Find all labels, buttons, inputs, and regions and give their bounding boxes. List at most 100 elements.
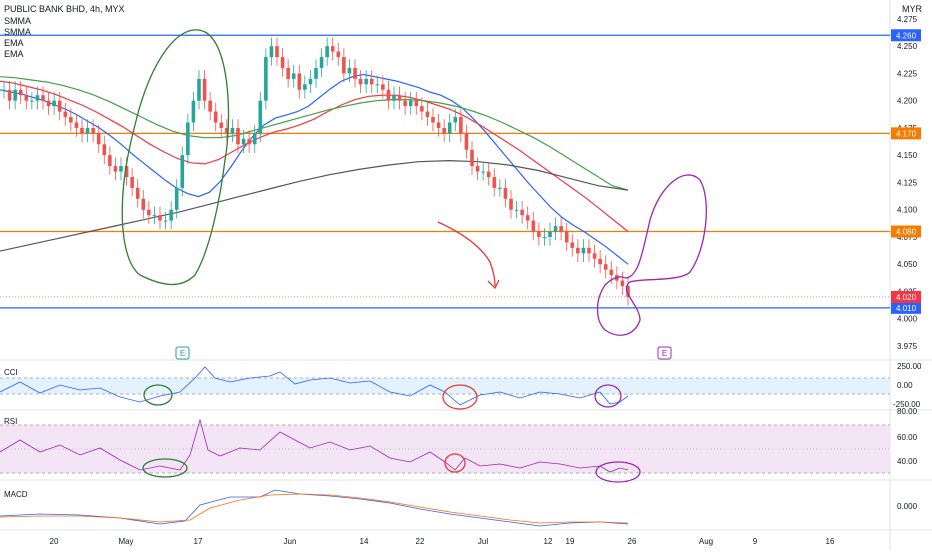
candle-body bbox=[91, 127, 95, 134]
cci-purple-circle bbox=[594, 384, 622, 408]
candle-body bbox=[542, 236, 547, 238]
candle-body bbox=[325, 46, 329, 58]
time-tick: Aug bbox=[699, 537, 713, 546]
level-tag-bg bbox=[891, 301, 921, 314]
candle-body bbox=[570, 242, 575, 248]
event-markers[interactable]: E E bbox=[175, 346, 672, 360]
candle-body bbox=[46, 100, 51, 107]
rsi-label: RSI bbox=[4, 417, 17, 426]
candle-body bbox=[163, 220, 168, 222]
annotations bbox=[121, 29, 707, 336]
time-tick: 22 bbox=[416, 537, 425, 546]
candle-body bbox=[57, 100, 62, 112]
purple-loop-annotation bbox=[596, 174, 707, 336]
candle-body bbox=[158, 215, 162, 221]
candle-body bbox=[475, 166, 480, 172]
candle-body bbox=[152, 215, 157, 217]
price-tick: 4.250 bbox=[897, 42, 918, 51]
rsi-tick-40: 40.00 bbox=[897, 457, 918, 466]
candle-body bbox=[431, 117, 435, 123]
rsi-purple-circle bbox=[595, 461, 641, 483]
candle-body bbox=[459, 117, 463, 134]
indicator-label-4[interactable]: EMA bbox=[4, 49, 24, 59]
price-tick: 4.150 bbox=[897, 151, 918, 160]
price-tick: 4.225 bbox=[897, 69, 918, 78]
candle-body bbox=[102, 144, 107, 156]
candle-body bbox=[559, 226, 563, 232]
ma-line-4 bbox=[0, 159, 629, 252]
candle-body bbox=[169, 209, 173, 221]
candle-body bbox=[425, 111, 430, 118]
candle-body bbox=[291, 73, 296, 79]
candle-body bbox=[587, 247, 591, 254]
macd-line bbox=[0, 489, 629, 527]
candle-body bbox=[598, 258, 602, 265]
time-tick: Jul bbox=[478, 537, 488, 546]
candle-body bbox=[297, 73, 302, 90]
candle-body bbox=[403, 100, 407, 107]
candle-body bbox=[236, 127, 240, 145]
rsi-tick-80: 80.00 bbox=[897, 407, 918, 416]
rsi-line bbox=[0, 418, 629, 473]
candlestick-series bbox=[2, 37, 630, 306]
candle-body bbox=[174, 187, 179, 210]
cci-line bbox=[0, 366, 629, 406]
currency-label: MYR bbox=[902, 4, 922, 14]
candle-body bbox=[80, 127, 84, 134]
candle-body bbox=[609, 269, 614, 276]
candle-body bbox=[69, 117, 73, 123]
level-tag-bg bbox=[891, 225, 921, 238]
horizontal-levels bbox=[0, 34, 890, 309]
candle-body bbox=[186, 122, 190, 156]
time-tick: 16 bbox=[826, 537, 835, 546]
candle-body bbox=[436, 122, 441, 128]
ma-line-2 bbox=[0, 80, 629, 232]
candle-body bbox=[280, 57, 285, 68]
macd-tick-0: 0.000 bbox=[897, 502, 918, 511]
candle-body bbox=[286, 67, 290, 79]
indicator-label-2[interactable]: SMMA bbox=[4, 27, 31, 37]
indicator-label-3[interactable]: EMA bbox=[4, 38, 24, 48]
candle-body bbox=[447, 122, 452, 134]
candle-body bbox=[381, 84, 385, 90]
indicator-label-1[interactable]: SMMA bbox=[4, 16, 31, 26]
candle-body bbox=[41, 95, 45, 101]
rsi-red-circle bbox=[444, 453, 466, 473]
candle-body bbox=[219, 122, 224, 128]
candle-body bbox=[197, 78, 201, 101]
cci-pane[interactable] bbox=[0, 366, 890, 410]
candle-body bbox=[347, 67, 352, 74]
candle-body bbox=[147, 209, 151, 216]
candle-body bbox=[13, 89, 17, 101]
time-axis[interactable]: 20 May 17 Jun 14 22 Jul 12 19 26 Aug 9 16 bbox=[50, 537, 835, 546]
candle-body bbox=[208, 100, 212, 112]
candle-body bbox=[464, 133, 469, 150]
candle-body bbox=[486, 171, 491, 177]
candle-body bbox=[592, 253, 597, 259]
candle-body bbox=[113, 166, 118, 172]
candle-body bbox=[96, 133, 101, 145]
level-price-tags: 4.260 4.170 4.080 4.010 4.020 bbox=[891, 29, 921, 314]
price-tick: 4.125 bbox=[897, 178, 918, 187]
price-tick: 4.050 bbox=[897, 260, 918, 269]
candle-body bbox=[553, 226, 558, 232]
ma-line-1 bbox=[0, 73, 629, 265]
pane-axis: 250.00 0.00 -250.00 80.00 60.00 40.00 0.… bbox=[893, 362, 922, 511]
level-tag: 4.080 bbox=[896, 228, 917, 237]
red-arrow-annotation bbox=[437, 221, 496, 287]
rsi-pane[interactable] bbox=[0, 418, 890, 483]
candle-body bbox=[314, 67, 318, 79]
candle-body bbox=[108, 155, 112, 167]
cci-tick-0: 0.00 bbox=[897, 381, 913, 390]
time-tick: May bbox=[118, 537, 133, 546]
candle-body bbox=[369, 78, 374, 85]
candle-body bbox=[135, 187, 140, 199]
candle-body bbox=[481, 171, 485, 173]
candle-body bbox=[319, 57, 324, 68]
candle-body bbox=[442, 127, 446, 134]
symbol-title[interactable]: PUBLIC BANK BHD, 4h, MYX bbox=[4, 4, 125, 14]
level-tag-bg bbox=[891, 29, 921, 42]
macd-pane[interactable] bbox=[0, 489, 629, 527]
